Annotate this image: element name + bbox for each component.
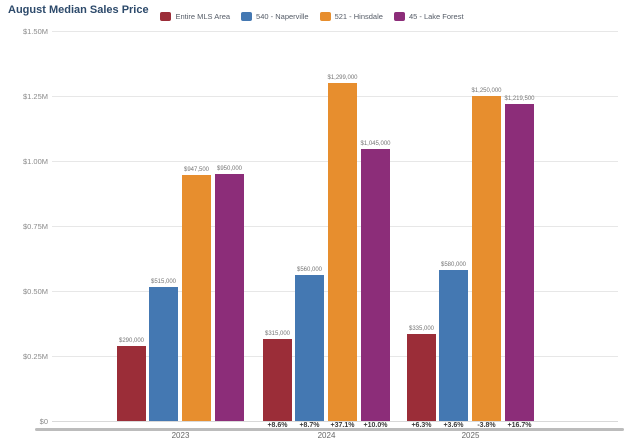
bar-value-label: $560,000: [296, 267, 323, 274]
pct-change-label: +8.7%: [299, 422, 320, 429]
legend-item-entire-mls-area[interactable]: Entire MLS Area: [160, 12, 230, 21]
bar-value-label: $335,000: [408, 325, 435, 332]
bar-540-naperville-2023[interactable]: [149, 287, 178, 421]
bar-entire-mls-area-2023[interactable]: [117, 345, 146, 421]
y-axis-tick-label: $1.50M: [22, 27, 48, 36]
bar-value-label: $950,000: [216, 166, 243, 172]
x-axis-category-label: 2024: [317, 431, 336, 440]
bar-value-label: $1,045,000: [360, 141, 391, 148]
legend-item-45-lake-forest[interactable]: 45 - Lake Forest: [393, 12, 464, 21]
legend-label: 521 - Hinsdale: [334, 12, 383, 21]
legend-label: 45 - Lake Forest: [408, 12, 464, 21]
bar-value-label: $315,000: [264, 331, 291, 338]
bar-value-label: $947,500: [183, 166, 210, 173]
bar-521-hinsdale-2025[interactable]: [472, 96, 501, 421]
y-axis-tick-label: $0.75M: [22, 222, 48, 231]
x-axis-category-label: 2025: [461, 431, 480, 440]
pct-change-label: +3.6%: [443, 422, 464, 429]
pct-change-label: +10.0%: [363, 422, 388, 429]
bar-540-naperville-2025[interactable]: [439, 270, 468, 421]
bar-value-label: $1,250,000: [471, 88, 502, 94]
bar-540-naperville-2024[interactable]: [295, 275, 324, 421]
legend: Entire MLS Area 540 - Naperville 521 - Hin…: [0, 12, 624, 21]
gridline: [52, 31, 618, 32]
horizontal-scrollbar[interactable]: [35, 428, 624, 431]
bar-entire-mls-area-2025[interactable]: [407, 333, 436, 421]
bar-value-label: $290,000: [118, 337, 145, 344]
bar-45-lake-forest-2024[interactable]: [361, 149, 390, 421]
y-axis-tick-label: $1.25M: [22, 92, 48, 101]
pct-change-label: +16.7%: [507, 422, 532, 429]
x-axis-category-label: 2023: [171, 431, 190, 440]
legend-swatch-icon: [319, 12, 331, 21]
pct-change-label: +37.1%: [330, 422, 355, 429]
bar-521-hinsdale-2023[interactable]: [182, 174, 211, 421]
legend-swatch-icon: [393, 12, 405, 21]
bar-value-label: $580,000: [440, 262, 467, 269]
gridline: [52, 421, 618, 422]
legend-swatch-icon: [160, 12, 172, 21]
bar-value-label: $515,000: [150, 279, 177, 286]
bar-value-label: $1,299,000: [327, 75, 358, 82]
legend-label: Entire MLS Area: [175, 12, 231, 21]
y-axis-tick-label: $1.00M: [22, 157, 48, 166]
legend-item-521-hinsdale[interactable]: 521 - Hinsdale: [319, 12, 383, 21]
legend-item-540-naperville[interactable]: 540 - Naperville: [241, 12, 309, 21]
y-axis-tick-label: $0.50M: [22, 287, 48, 296]
bar-521-hinsdale-2024[interactable]: [328, 83, 357, 421]
legend-label: 540 - Naperville: [256, 12, 309, 21]
bar-45-lake-forest-2025[interactable]: [505, 103, 534, 421]
pct-change-label: -3.8%: [477, 422, 496, 429]
chart-title: August Median Sales Price: [8, 4, 149, 16]
bar-45-lake-forest-2023[interactable]: [215, 174, 244, 421]
pct-change-label: +8.6%: [267, 422, 288, 429]
y-axis-tick-label: $0.25M: [22, 352, 48, 361]
legend-swatch-icon: [241, 12, 253, 21]
bar-value-label: $1,219,500: [504, 95, 535, 102]
bar-entire-mls-area-2024[interactable]: [263, 339, 292, 421]
y-axis-tick-label: $0: [39, 417, 48, 426]
pct-change-label: +6.3%: [411, 422, 432, 429]
